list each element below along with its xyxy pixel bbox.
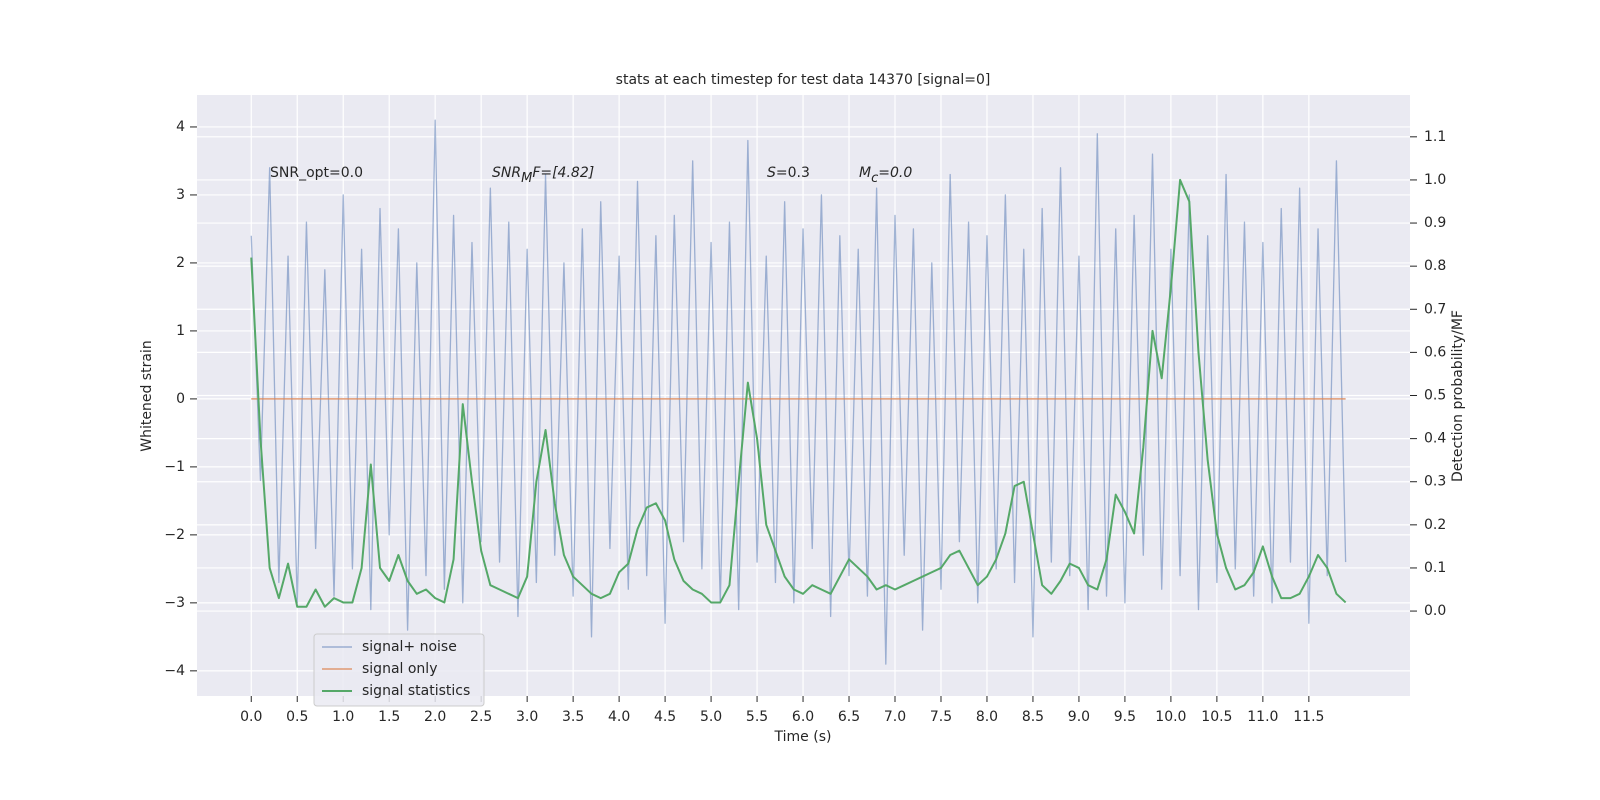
x-tick-label: 3.0	[516, 709, 538, 725]
x-tick-label: 4.5	[654, 709, 676, 725]
x-tick-label: 1.5	[378, 709, 400, 725]
x-tick-label: 11.5	[1293, 709, 1324, 725]
y2-tick-label: 0.2	[1424, 517, 1446, 533]
x-tick-label: 7.0	[884, 709, 906, 725]
x-tick-label: 8.0	[976, 709, 998, 725]
annotation-part: S	[767, 165, 776, 181]
legend-box	[313, 633, 485, 707]
x-tick-label: 9.5	[1114, 709, 1136, 725]
y2-tick-label: 1.1	[1424, 129, 1446, 145]
legend-label: signal statistics	[362, 683, 470, 699]
annotation-part: c	[871, 171, 878, 186]
y-tick-label: 0	[176, 391, 185, 407]
legend-label: signal only	[362, 661, 437, 677]
x-tick-label: 4.0	[608, 709, 630, 725]
x-tick-label: 0.5	[286, 709, 308, 725]
y2-tick-label: 0.5	[1424, 388, 1446, 404]
y2-tick-label: 0.3	[1424, 474, 1446, 490]
annotation: S=0.3	[767, 165, 810, 181]
series-line	[250, 119, 1347, 665]
y2-tick-label: 0.1	[1424, 560, 1446, 576]
x-tick-label: 2.0	[424, 709, 446, 725]
x-axis-label: Time (s)	[774, 729, 832, 745]
annotation-part: F=[4.82]	[532, 165, 594, 181]
x-tick-label: 9.0	[1068, 709, 1090, 725]
annotation: SNR_opt=0.0	[270, 165, 363, 181]
x-tick-label: 1.0	[332, 709, 354, 725]
y-tick-label: −1	[164, 459, 185, 475]
y2-tick-label: 0.6	[1424, 344, 1446, 360]
axes: 0.0 0.5 1.0 1.5 2.0 2.5 3.0 3.5 4.0 4.5 5.0 5.5 6.0 6…	[164, 119, 1446, 725]
annotation: Mc=0.0	[859, 165, 912, 186]
y-tick-label: −4	[164, 663, 185, 679]
annotation-part: M	[521, 171, 532, 186]
x-tick-label: 5.0	[700, 709, 722, 725]
annotation-part: SNR	[492, 165, 521, 181]
annotation-part: SNR_opt=0.0	[270, 165, 363, 181]
marks	[250, 119, 1347, 665]
y-tick-label: −3	[164, 595, 185, 611]
y-tick-label: 4	[176, 119, 185, 135]
x-tick-label: 6.5	[838, 709, 860, 725]
y2-tick-label: 0.9	[1424, 215, 1446, 231]
annotation-part: =0.3	[776, 165, 810, 181]
y2-axis-label: Detection probability/MF	[1450, 310, 1466, 482]
legend-label: signal+ noise	[362, 639, 457, 655]
annotation-part: M	[859, 165, 871, 181]
annotation-part: =0.0	[878, 165, 912, 181]
y2-tick-label: 0.0	[1424, 603, 1446, 619]
chart-title: stats at each timestep for test data 143…	[616, 72, 991, 88]
y-tick-label: 2	[176, 255, 185, 271]
series-line	[250, 178, 1347, 608]
y2-tick-label: 1.0	[1424, 172, 1446, 188]
y-tick-label: 3	[176, 187, 185, 203]
y-tick-label: 1	[176, 323, 185, 339]
y-axis-label: Whitened strain	[139, 340, 155, 451]
x-tick-label: 11.0	[1247, 709, 1278, 725]
x-tick-label: 5.5	[746, 709, 768, 725]
x-tick-label: 10.5	[1201, 709, 1232, 725]
y2-tick-label: 0.8	[1424, 258, 1446, 274]
y-tick-label: −2	[164, 527, 185, 543]
x-tick-label: 10.0	[1155, 709, 1186, 725]
y2-tick-label: 0.4	[1424, 431, 1446, 447]
x-tick-label: 3.5	[562, 709, 584, 725]
x-tick-label: 7.5	[930, 709, 952, 725]
x-tick-label: 2.5	[470, 709, 492, 725]
x-tick-label: 8.5	[1022, 709, 1044, 725]
x-tick-label: 6.0	[792, 709, 814, 725]
annotation: SNRMF=[4.82]	[492, 165, 594, 186]
y2-tick-label: 0.7	[1424, 301, 1446, 317]
x-tick-label: 0.0	[240, 709, 262, 725]
